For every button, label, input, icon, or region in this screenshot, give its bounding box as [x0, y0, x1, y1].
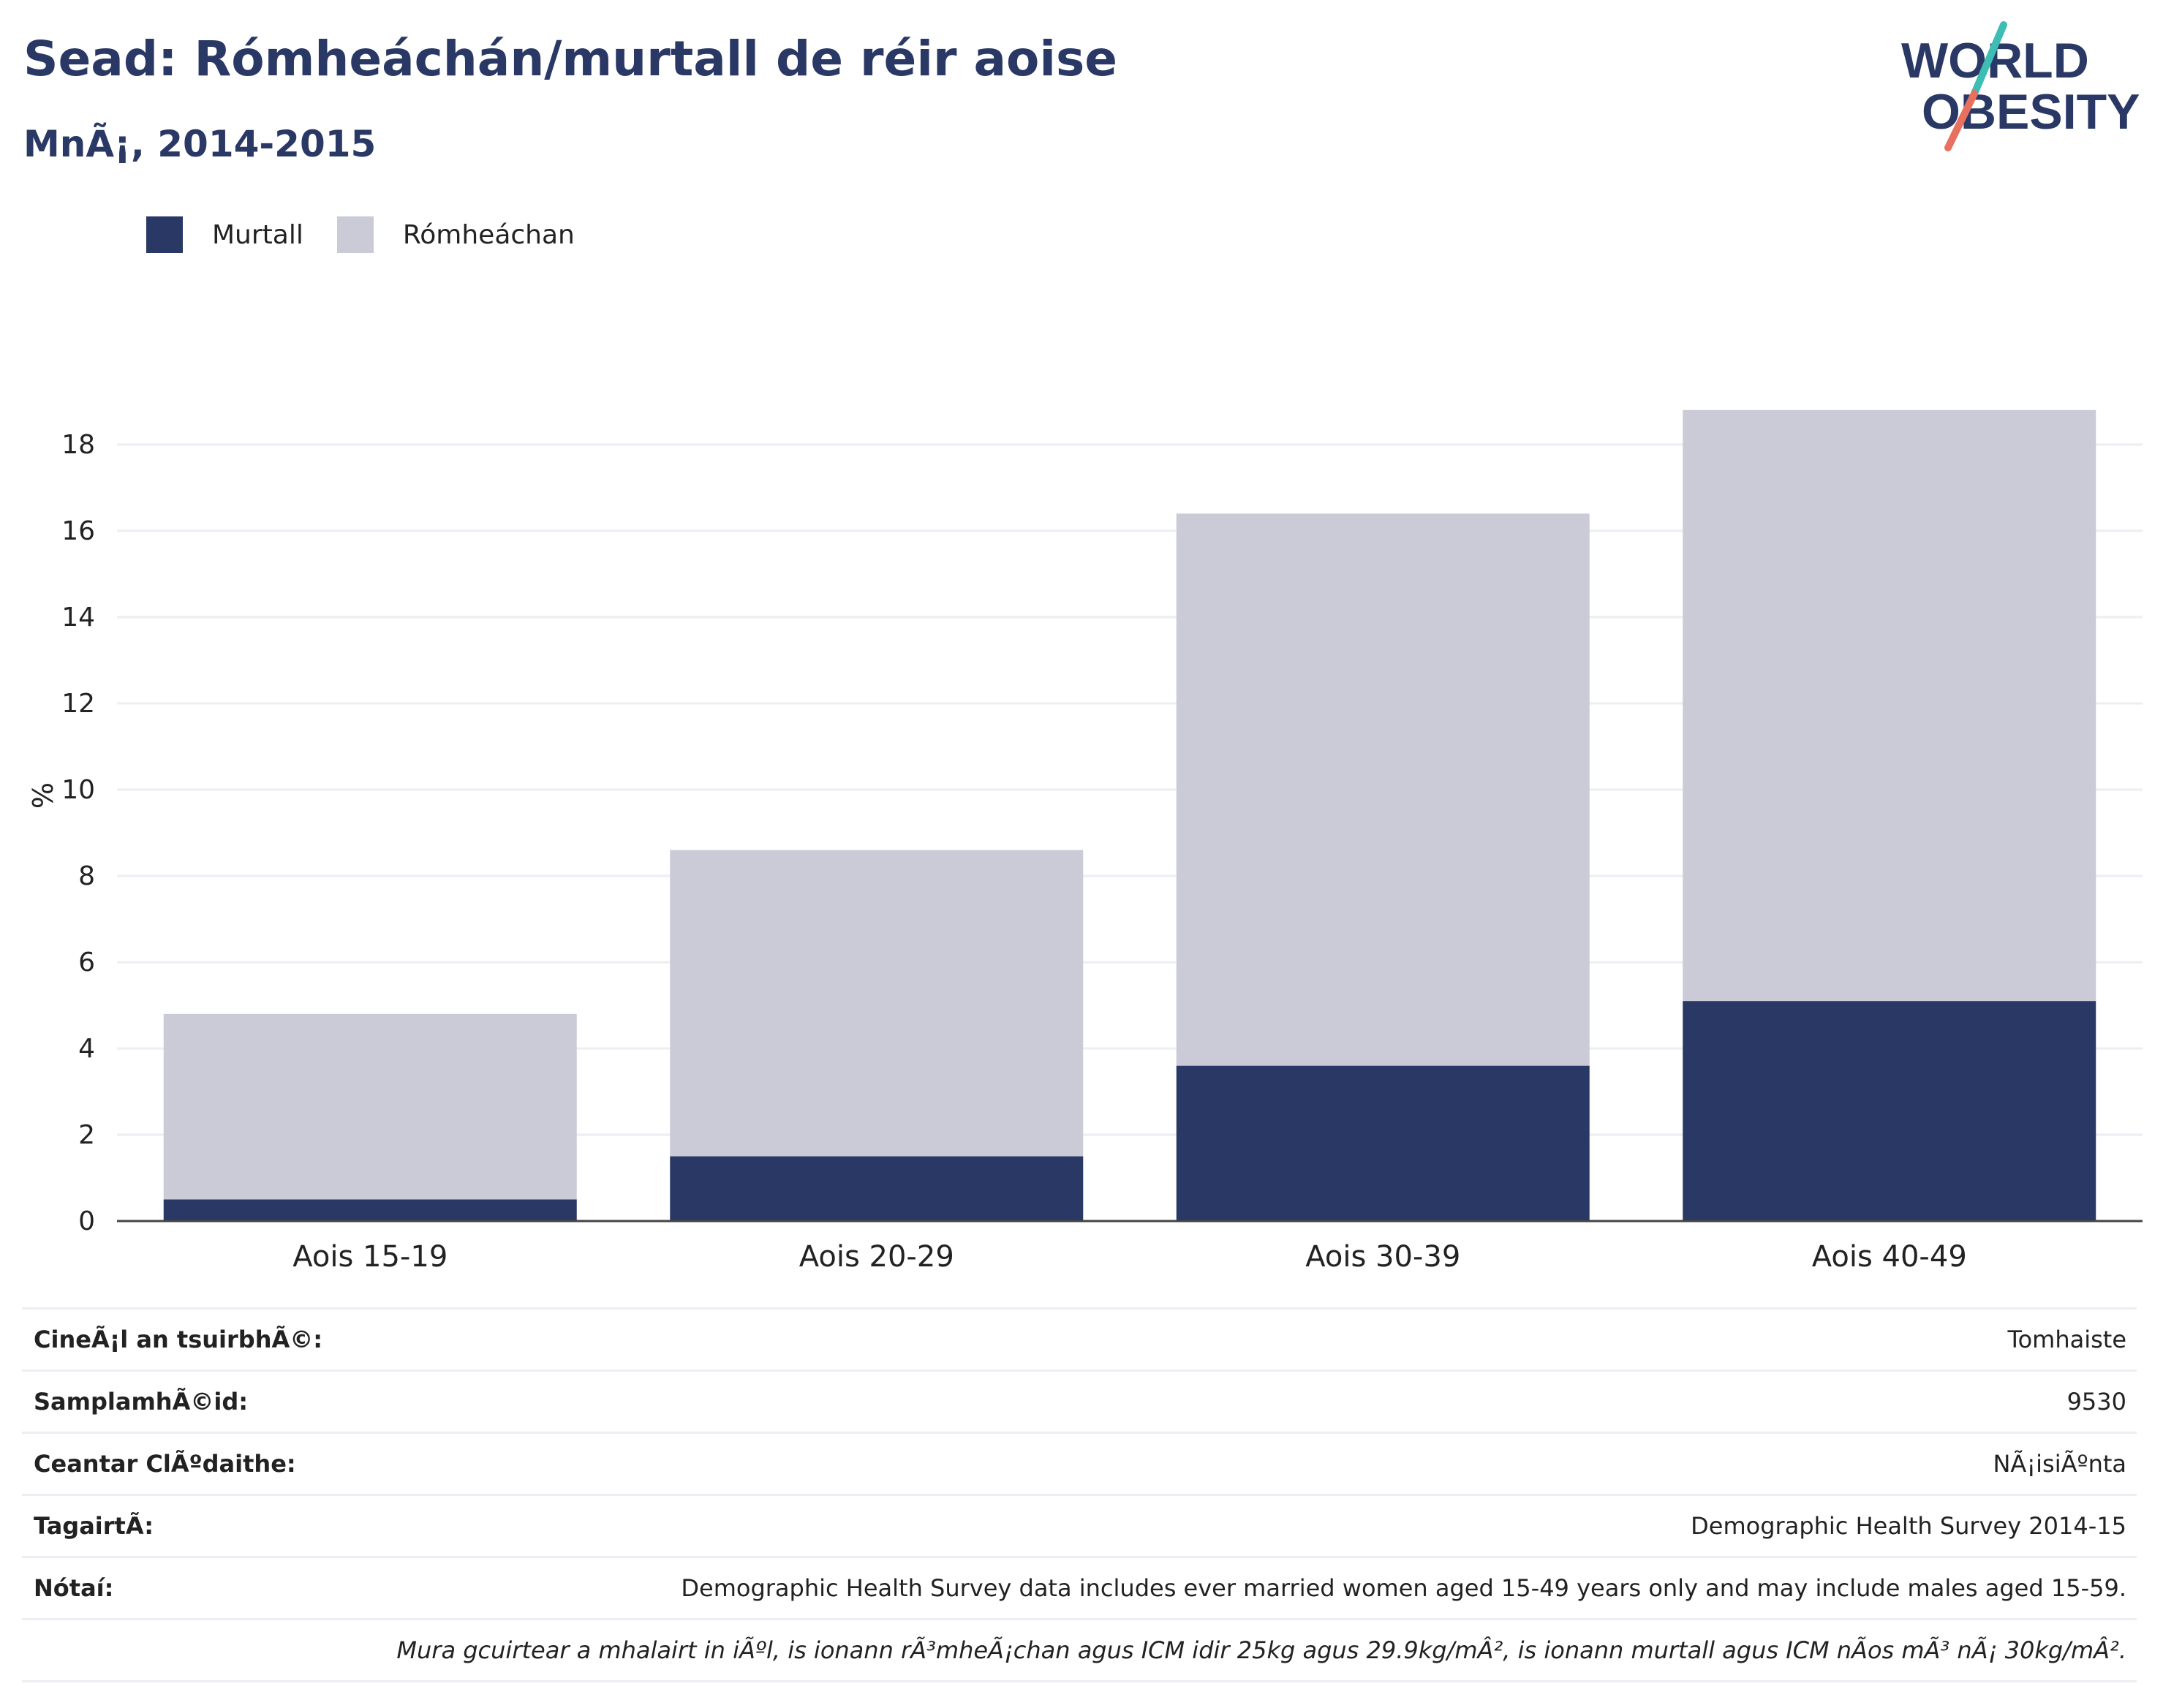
- logo-slash-teal: [1971, 21, 2007, 97]
- y-tick-label: 18: [61, 430, 95, 460]
- info-value: Demographic Health Survey 2014-15: [1691, 1512, 2126, 1540]
- y-tick-label: 12: [61, 689, 95, 719]
- x-tick-label: Aois 15-19: [292, 1240, 448, 1274]
- y-axis-label: %: [27, 782, 59, 809]
- logo-slash-coral: [1944, 90, 1978, 151]
- survey-info-table: CineÃ¡l an tsuirbhÃ©: Tomhaiste Samplamh…: [22, 1307, 2137, 1682]
- legend-item-murtall[interactable]: Murtall: [146, 216, 303, 253]
- info-label: SamplamhÃ©id:: [34, 1388, 249, 1416]
- info-value: Tomhaiste: [2007, 1326, 2126, 1353]
- y-tick-label: 10: [61, 775, 95, 805]
- info-row-notes: Nótaí: Demographic Health Survey data in…: [22, 1556, 2137, 1618]
- bar-murtall: [670, 1156, 1084, 1221]
- bar-murtall: [1683, 1001, 2096, 1221]
- y-tick-label: 14: [61, 602, 95, 632]
- info-row-survey-type: CineÃ¡l an tsuirbhÃ©: Tomhaiste: [22, 1307, 2137, 1369]
- y-tick-label: 6: [78, 948, 95, 978]
- bar-romheachan: [1176, 513, 1590, 1066]
- y-tick-label: 8: [78, 861, 95, 891]
- legend-label-murtall: Murtall: [212, 219, 303, 250]
- info-footnote: Mura gcuirtear a mhalairt in iÃºl, is io…: [396, 1636, 2126, 1664]
- x-tick-label: Aois 30-39: [1305, 1240, 1460, 1274]
- bar-murtall: [163, 1199, 577, 1221]
- y-tick-label: 16: [61, 516, 95, 546]
- legend-item-romheachan[interactable]: Rómheáchan: [336, 216, 575, 253]
- legend-label-romheachan: Rómheáchan: [402, 219, 575, 250]
- world-obesity-logo: WORLD OBESITY: [1901, 21, 2140, 151]
- x-tick-label: Aois 20-29: [799, 1240, 954, 1274]
- info-row-reference: TagairtÃ: Demographic Health Survey 2014…: [22, 1494, 2137, 1556]
- info-row-footnote: Mura gcuirtear a mhalairt in iÃºl, is io…: [22, 1618, 2137, 1682]
- bar-romheachan: [1683, 409, 2096, 1002]
- chart-subtitle: MnÃ¡, 2014-2015: [23, 123, 377, 165]
- info-label: Nótaí:: [34, 1574, 114, 1602]
- bar-murtall: [1176, 1065, 1590, 1221]
- legend-swatch-romheachan: [336, 216, 374, 253]
- info-label: CineÃ¡l an tsuirbhÃ©:: [34, 1326, 323, 1353]
- info-row-sample-size: SamplamhÃ©id: 9530: [22, 1369, 2137, 1432]
- bar-chart: 0 2 4 6 8 10 12 14 16 18% Aois 15-19 Aois 20-29 Aois…: [27, 409, 2143, 1274]
- y-tick-label: 4: [78, 1034, 95, 1064]
- info-value: NÃ¡isiÃºnta: [1993, 1450, 2126, 1478]
- info-row-area-covered: Ceantar ClÃºdaithe: NÃ¡isiÃºnta: [22, 1432, 2137, 1494]
- info-label: Ceantar ClÃºdaithe:: [34, 1450, 296, 1478]
- chart-title: Sead: Rómheáchán/murtall de réir aoise: [23, 31, 1118, 87]
- legend: Murtall Rómheáchan: [146, 216, 608, 253]
- legend-swatch-murtall: [146, 216, 183, 253]
- y-tick-label: 0: [78, 1206, 95, 1236]
- bar-romheachan: [163, 1013, 577, 1200]
- info-label: TagairtÃ:: [34, 1512, 154, 1540]
- info-value: 9530: [2066, 1388, 2126, 1416]
- bar-romheachan: [670, 850, 1084, 1157]
- info-value: Demographic Health Survey data includes …: [681, 1574, 2126, 1602]
- y-tick-label: 2: [78, 1120, 95, 1150]
- x-tick-label: Aois 40-49: [1812, 1240, 1967, 1274]
